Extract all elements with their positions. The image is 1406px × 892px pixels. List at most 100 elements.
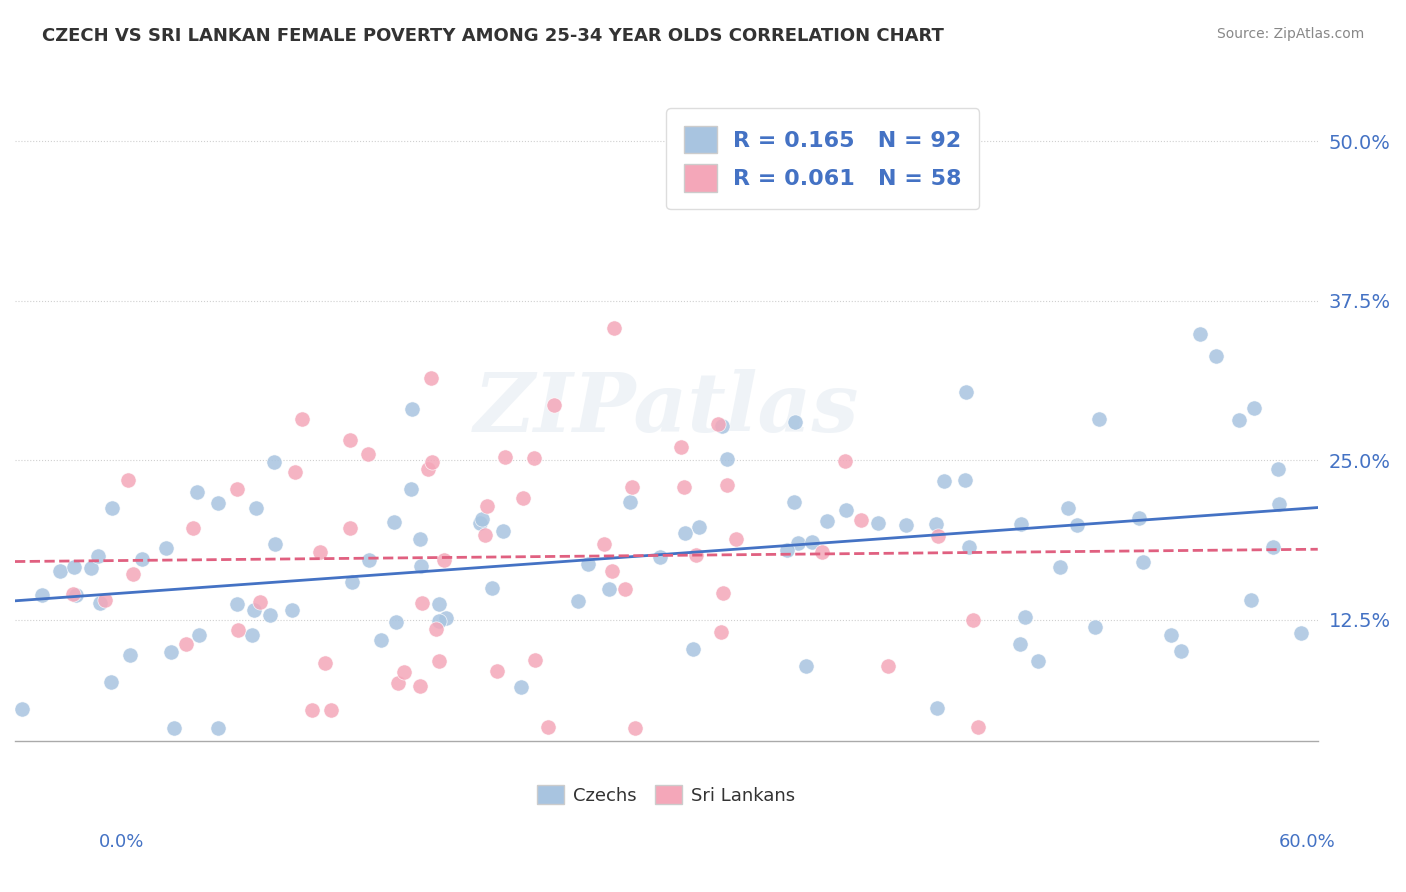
Point bbox=[801, 534, 824, 549]
Point bbox=[207, 496, 229, 510]
Point bbox=[1008, 637, 1031, 651]
Point bbox=[319, 703, 342, 717]
Point bbox=[620, 480, 643, 494]
Point bbox=[243, 603, 266, 617]
Point bbox=[783, 495, 806, 509]
Point bbox=[259, 607, 281, 622]
Point bbox=[851, 513, 873, 527]
Point bbox=[176, 637, 198, 651]
Point bbox=[1160, 627, 1182, 641]
Point bbox=[401, 402, 423, 417]
Point bbox=[89, 596, 111, 610]
Point bbox=[1026, 655, 1049, 669]
Point bbox=[340, 574, 363, 589]
Point bbox=[593, 537, 616, 551]
Point bbox=[384, 516, 406, 530]
Point bbox=[1227, 413, 1250, 427]
Point bbox=[934, 474, 956, 488]
Point bbox=[314, 657, 336, 671]
Text: 0.0%: 0.0% bbox=[98, 833, 143, 851]
Point bbox=[94, 593, 117, 607]
Point bbox=[163, 722, 186, 736]
Point bbox=[420, 455, 443, 469]
Point bbox=[927, 529, 949, 543]
Point bbox=[648, 550, 671, 565]
Point bbox=[927, 701, 949, 715]
Point bbox=[117, 473, 139, 487]
Point bbox=[1066, 518, 1088, 533]
Point bbox=[65, 588, 87, 602]
Point bbox=[1240, 593, 1263, 607]
Point bbox=[877, 659, 900, 673]
Point bbox=[49, 564, 72, 578]
Point bbox=[226, 624, 249, 638]
Point bbox=[710, 624, 733, 639]
Point bbox=[486, 664, 509, 678]
Point bbox=[711, 419, 734, 434]
Point bbox=[411, 596, 433, 610]
Point bbox=[682, 642, 704, 657]
Point bbox=[624, 722, 647, 736]
Point bbox=[357, 447, 380, 461]
Point bbox=[121, 566, 143, 581]
Point bbox=[427, 654, 450, 668]
Point bbox=[492, 524, 515, 538]
Point bbox=[1289, 626, 1312, 640]
Point bbox=[536, 721, 558, 735]
Point bbox=[600, 564, 623, 578]
Point bbox=[811, 544, 834, 558]
Point bbox=[468, 516, 491, 530]
Point bbox=[1170, 644, 1192, 658]
Point bbox=[1014, 609, 1036, 624]
Point bbox=[427, 614, 450, 628]
Point bbox=[245, 500, 267, 515]
Point bbox=[309, 545, 332, 559]
Point bbox=[181, 521, 204, 535]
Point bbox=[280, 603, 302, 617]
Point bbox=[716, 478, 738, 492]
Point bbox=[1049, 560, 1071, 574]
Point bbox=[475, 499, 498, 513]
Point bbox=[711, 586, 734, 600]
Point bbox=[62, 587, 84, 601]
Point bbox=[776, 543, 799, 558]
Text: ZIPatlas: ZIPatlas bbox=[474, 369, 859, 450]
Point bbox=[1267, 497, 1289, 511]
Point bbox=[1267, 461, 1289, 475]
Point bbox=[409, 559, 432, 574]
Point bbox=[603, 321, 626, 335]
Point bbox=[474, 528, 496, 542]
Point bbox=[1084, 620, 1107, 634]
Point bbox=[598, 582, 620, 596]
Point bbox=[226, 597, 249, 611]
Point bbox=[432, 553, 454, 567]
Point bbox=[725, 532, 748, 546]
Point bbox=[31, 588, 53, 602]
Point bbox=[409, 533, 432, 547]
Point bbox=[357, 552, 380, 566]
Point bbox=[249, 595, 271, 609]
Point bbox=[868, 516, 890, 530]
Point bbox=[619, 495, 641, 509]
Point bbox=[481, 581, 503, 595]
Point bbox=[63, 560, 86, 574]
Point bbox=[578, 557, 600, 571]
Point bbox=[1057, 500, 1080, 515]
Point bbox=[186, 485, 208, 500]
Legend: Czechs, Sri Lankans: Czechs, Sri Lankans bbox=[530, 778, 803, 812]
Point bbox=[11, 702, 34, 716]
Point bbox=[120, 648, 142, 662]
Point bbox=[510, 680, 533, 694]
Point bbox=[240, 628, 263, 642]
Point bbox=[387, 676, 409, 690]
Point bbox=[953, 473, 976, 487]
Point bbox=[1261, 540, 1284, 554]
Point bbox=[427, 597, 450, 611]
Point bbox=[787, 535, 810, 549]
Point bbox=[523, 451, 546, 466]
Point bbox=[384, 615, 406, 629]
Point bbox=[925, 516, 948, 531]
Point bbox=[284, 465, 307, 479]
Point bbox=[409, 679, 432, 693]
Point bbox=[896, 518, 918, 533]
